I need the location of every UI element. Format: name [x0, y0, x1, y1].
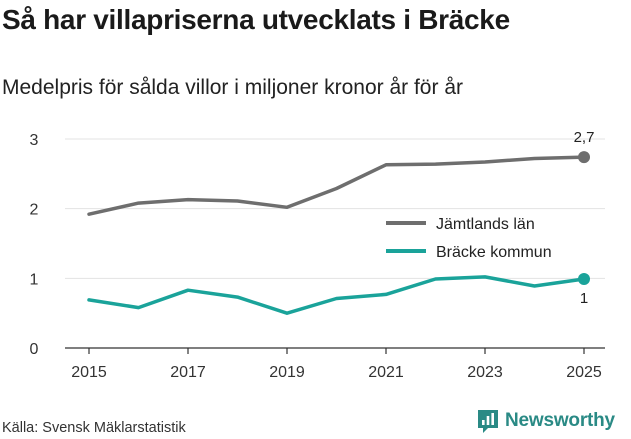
- bar-chart-logo-icon: [478, 410, 498, 433]
- legend-label-0: Jämtlands län: [436, 216, 535, 233]
- y-tick-label-1: 1: [30, 271, 39, 288]
- x-tick-label-2021: 2021: [368, 364, 404, 381]
- x-tick-label-2025: 2025: [566, 364, 602, 381]
- gridlines: [65, 138, 605, 349]
- x-tick-label-2017: 2017: [170, 364, 206, 381]
- y-tick-label-0: 0: [30, 341, 39, 358]
- series-lines: 2,71: [87, 129, 595, 315]
- y-tick-label-3: 3: [30, 132, 39, 149]
- series-line-1: [87, 275, 586, 315]
- y-tick-label-2: 2: [30, 202, 39, 219]
- legend-swatch-1: [386, 249, 426, 253]
- series-end-point-1: [578, 273, 590, 286]
- legend-swatch-0: [386, 221, 426, 225]
- source-note: Källa: Svensk Mäklarstatistik: [2, 420, 186, 436]
- chart-title: Så har villapriserna utvecklats i Bräcke: [2, 4, 510, 35]
- x-tick-label-2015: 2015: [71, 364, 107, 381]
- series-end-point-0: [578, 151, 590, 164]
- legend-label-1: Bräcke kommun: [436, 244, 552, 261]
- series-end-label-0: 2,7: [574, 129, 595, 146]
- brand-logo: Newsworthy: [476, 408, 615, 434]
- series-end-label-1: 1: [580, 290, 588, 307]
- x-axis-ticks: 2015 2017 2019 2021 2023 2025: [71, 348, 602, 381]
- x-tick-label-2023: 2023: [467, 364, 503, 381]
- x-tick-label-2019: 2019: [269, 364, 305, 381]
- series-line-0: [87, 155, 586, 216]
- chart-subtitle: Medelpris för sålda villor i miljoner kr…: [2, 76, 463, 99]
- legend: Jämtlands län Bräcke kommun: [386, 216, 552, 261]
- y-axis-ticks: 0 1 2 3: [30, 132, 39, 358]
- brand-name: Newsworthy: [505, 410, 615, 431]
